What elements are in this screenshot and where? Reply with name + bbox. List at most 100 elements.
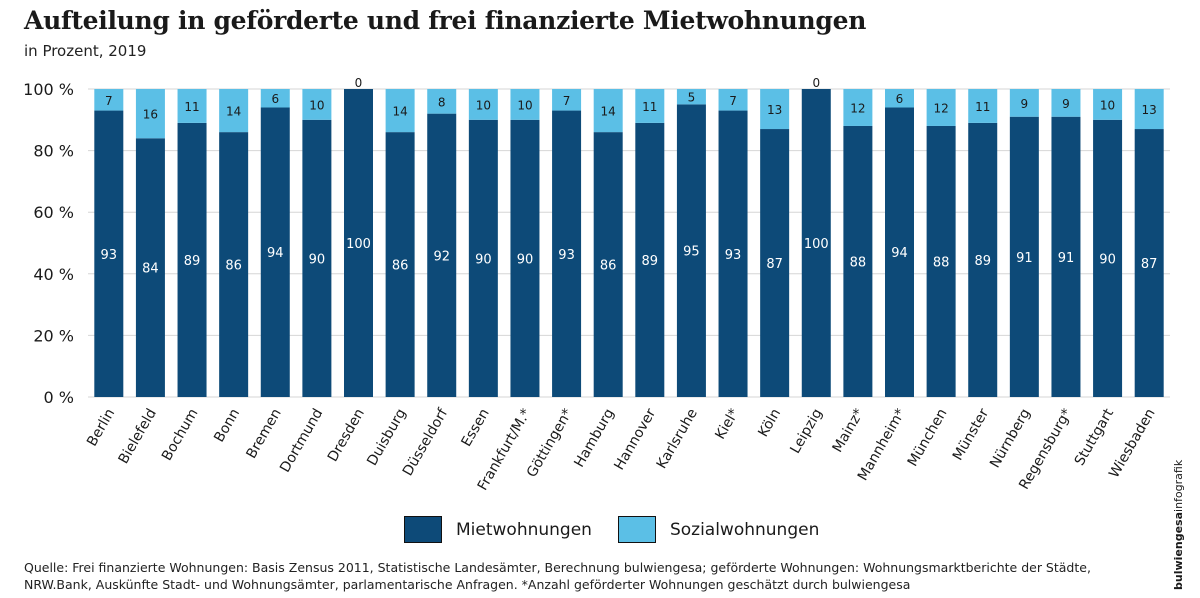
data-label-sozialwohnungen: 7 xyxy=(105,94,113,108)
bar-mietwohnungen xyxy=(718,110,748,397)
x-tick-label: Kiel* xyxy=(712,406,742,442)
bar-mietwohnungen xyxy=(302,119,332,398)
data-label-sozialwohnungen: 13 xyxy=(1142,103,1157,117)
bar-mietwohnungen xyxy=(344,89,373,397)
data-label-mietwohnungen: 88 xyxy=(850,255,867,270)
bar-sozialwohnungen xyxy=(94,89,124,111)
bar-mietwohnungen xyxy=(885,107,914,397)
data-label-sozialwohnungen: 11 xyxy=(975,100,990,114)
bar-sozialwohnungen xyxy=(676,89,706,105)
data-label-sozialwohnungen: 12 xyxy=(850,101,865,115)
x-tick-label: Köln xyxy=(755,406,784,440)
x-tick-label: Nürnberg xyxy=(987,406,1034,471)
bar-mietwohnungen xyxy=(552,110,582,397)
bar-mietwohnungen xyxy=(260,107,290,397)
x-tick-label: München xyxy=(905,406,951,469)
x-tick-label: Duisburg xyxy=(364,406,409,469)
data-label-mietwohnungen: 93 xyxy=(558,248,575,263)
data-label-sozialwohnungen: 6 xyxy=(271,92,279,106)
brand-logo: bulwiengesainfografik xyxy=(1172,460,1185,590)
data-label-mietwohnungen: 92 xyxy=(433,249,450,264)
y-tick-label: 20 % xyxy=(33,326,74,345)
data-label-sozialwohnungen: 10 xyxy=(309,98,324,112)
bar-mietwohnungen xyxy=(968,122,998,397)
x-tick-label: Bremen xyxy=(243,406,284,461)
x-tick-label: Mainz* xyxy=(830,406,868,455)
x-tick-label: Bochum xyxy=(159,406,201,464)
data-label-sozialwohnungen: 16 xyxy=(143,108,158,122)
x-tick-label: Hamburg xyxy=(571,406,617,470)
bar-mietwohnungen xyxy=(427,113,457,397)
bar-sozialwohnungen xyxy=(968,89,998,123)
data-label-mietwohnungen: 90 xyxy=(1099,252,1116,267)
bar-sozialwohnungen xyxy=(552,89,582,111)
x-tick-label: Berlin xyxy=(84,406,118,449)
bar-sozialwohnungen xyxy=(843,89,873,126)
data-label-mietwohnungen: 89 xyxy=(642,254,659,269)
bar-sozialwohnungen xyxy=(926,89,956,126)
x-tick-label: Bonn xyxy=(211,406,243,445)
data-label-mietwohnungen: 90 xyxy=(309,252,326,267)
data-label-sozialwohnungen: 6 xyxy=(896,92,904,106)
data-label-mietwohnungen: 86 xyxy=(225,259,242,274)
x-tick-label: Karlsruhe xyxy=(654,406,701,472)
data-label-sozialwohnungen: 8 xyxy=(438,95,446,109)
bar-mietwohnungen xyxy=(510,119,540,398)
chart-title: Aufteilung in geförderte und frei finanz… xyxy=(24,6,867,35)
x-tick-label: Dresden xyxy=(325,406,368,465)
y-tick-label: 80 % xyxy=(33,142,74,161)
brand-bold: bulwiengesa xyxy=(1172,511,1185,590)
data-label-sozialwohnungen: 5 xyxy=(688,91,696,105)
bar-sozialwohnungen xyxy=(135,89,165,139)
brand-rest: infografik xyxy=(1172,459,1185,512)
data-label-sozialwohnungen: 9 xyxy=(1021,97,1029,111)
data-label-sozialwohnungen: 14 xyxy=(226,105,241,119)
bar-mietwohnungen xyxy=(801,89,831,397)
data-label-sozialwohnungen: 10 xyxy=(1100,98,1115,112)
legend-label-sozial: Sozialwohnungen xyxy=(669,519,820,540)
data-label-mietwohnungen: 87 xyxy=(1141,257,1158,272)
x-tick-label: Leipzig xyxy=(787,406,825,457)
legend-swatch-miet xyxy=(404,516,442,543)
x-tick-label: Bielefeld xyxy=(116,406,160,467)
bar-mietwohnungen xyxy=(926,125,956,398)
legend-label-miet: Mietwohnungen xyxy=(456,519,592,540)
data-label-mietwohnungen: 87 xyxy=(766,257,783,272)
bar-sozialwohnungen xyxy=(635,89,665,123)
bar-mietwohnungen xyxy=(219,132,249,397)
source-note: Quelle: Frei finanzierte Wohnungen: Basi… xyxy=(24,560,1091,592)
legend-item-sozial: Sozialwohnungen xyxy=(617,516,820,543)
data-label-sozialwohnungen: 0 xyxy=(355,76,363,90)
bar-sozialwohnungen xyxy=(1134,89,1164,130)
data-label-sozialwohnungen: 11 xyxy=(642,100,657,114)
x-tick-label: Essen xyxy=(458,406,492,449)
data-label-sozialwohnungen: 14 xyxy=(601,105,616,119)
data-label-sozialwohnungen: 7 xyxy=(729,94,737,108)
data-label-mietwohnungen: 100 xyxy=(804,237,829,252)
data-label-sozialwohnungen: 11 xyxy=(184,100,199,114)
y-tick-label: 0 % xyxy=(44,388,74,407)
data-label-sozialwohnungen: 9 xyxy=(1062,97,1070,111)
bar-sozialwohnungen xyxy=(1093,89,1123,120)
bar-sozialwohnungen xyxy=(593,89,623,133)
data-label-mietwohnungen: 94 xyxy=(891,246,908,261)
data-label-sozialwohnungen: 13 xyxy=(767,103,782,117)
bar-mietwohnungen xyxy=(1093,119,1123,398)
bar-mietwohnungen xyxy=(676,104,706,398)
data-label-mietwohnungen: 94 xyxy=(267,246,284,261)
data-label-mietwohnungen: 86 xyxy=(600,259,617,274)
legend-item-miet: Mietwohnungen xyxy=(404,516,592,543)
bar-mietwohnungen xyxy=(385,132,415,397)
bar-sozialwohnungen xyxy=(177,89,207,123)
data-label-mietwohnungen: 89 xyxy=(974,254,991,269)
bar-mietwohnungen xyxy=(1134,129,1164,398)
bar-sozialwohnungen xyxy=(885,89,914,108)
bar-sozialwohnungen xyxy=(260,89,290,108)
bar-sozialwohnungen xyxy=(302,89,332,120)
bar-mietwohnungen xyxy=(135,138,165,397)
data-label-mietwohnungen: 89 xyxy=(184,254,201,269)
data-label-mietwohnungen: 91 xyxy=(1058,251,1075,266)
data-label-sozialwohnungen: 10 xyxy=(476,98,491,112)
bar-sozialwohnungen xyxy=(385,89,415,133)
data-label-mietwohnungen: 90 xyxy=(517,252,534,267)
